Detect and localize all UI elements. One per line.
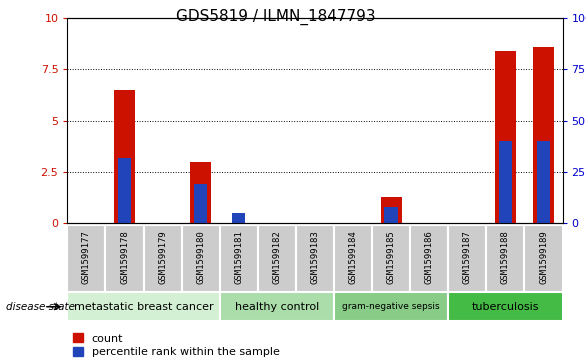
Bar xyxy=(334,292,448,321)
Text: GSM1599189: GSM1599189 xyxy=(539,231,548,284)
Bar xyxy=(114,90,135,223)
Bar xyxy=(372,225,410,292)
Text: GSM1599178: GSM1599178 xyxy=(120,231,129,284)
Bar xyxy=(232,213,246,223)
Bar xyxy=(67,292,220,321)
Bar xyxy=(495,51,516,223)
Bar xyxy=(144,225,182,292)
Bar xyxy=(334,225,372,292)
Bar xyxy=(194,184,207,223)
Bar xyxy=(190,162,211,223)
Text: tuberculosis: tuberculosis xyxy=(472,302,539,312)
Text: GSM1599183: GSM1599183 xyxy=(311,231,319,284)
Bar xyxy=(537,141,550,223)
Bar xyxy=(296,225,334,292)
Text: GSM1599181: GSM1599181 xyxy=(234,231,243,284)
Text: GSM1599177: GSM1599177 xyxy=(82,231,91,284)
Bar xyxy=(533,47,554,223)
Bar xyxy=(384,207,398,223)
Text: GSM1599184: GSM1599184 xyxy=(349,231,357,284)
Text: GSM1599187: GSM1599187 xyxy=(463,231,472,284)
Bar xyxy=(220,225,258,292)
Bar xyxy=(220,292,334,321)
Text: GSM1599186: GSM1599186 xyxy=(425,231,434,284)
Text: gram-negative sepsis: gram-negative sepsis xyxy=(342,302,440,311)
Text: disease state: disease state xyxy=(6,302,75,312)
Text: GSM1599179: GSM1599179 xyxy=(158,231,167,284)
Bar xyxy=(448,292,563,321)
Bar xyxy=(499,141,512,223)
Text: GSM1599182: GSM1599182 xyxy=(272,231,281,284)
Text: GSM1599180: GSM1599180 xyxy=(196,231,205,284)
Bar xyxy=(381,197,401,223)
Bar xyxy=(524,225,563,292)
Bar xyxy=(105,225,144,292)
Legend: count, percentile rank within the sample: count, percentile rank within the sample xyxy=(73,333,280,358)
Text: GSM1599185: GSM1599185 xyxy=(387,231,396,284)
Bar xyxy=(486,225,524,292)
Bar xyxy=(118,158,131,223)
Text: GSM1599188: GSM1599188 xyxy=(501,231,510,284)
Text: healthy control: healthy control xyxy=(235,302,319,312)
Bar xyxy=(67,225,105,292)
Text: metastatic breast cancer: metastatic breast cancer xyxy=(74,302,213,312)
Bar xyxy=(410,225,448,292)
Bar xyxy=(448,225,486,292)
Text: GDS5819 / ILMN_1847793: GDS5819 / ILMN_1847793 xyxy=(176,9,375,25)
Bar xyxy=(258,225,296,292)
Bar xyxy=(182,225,220,292)
